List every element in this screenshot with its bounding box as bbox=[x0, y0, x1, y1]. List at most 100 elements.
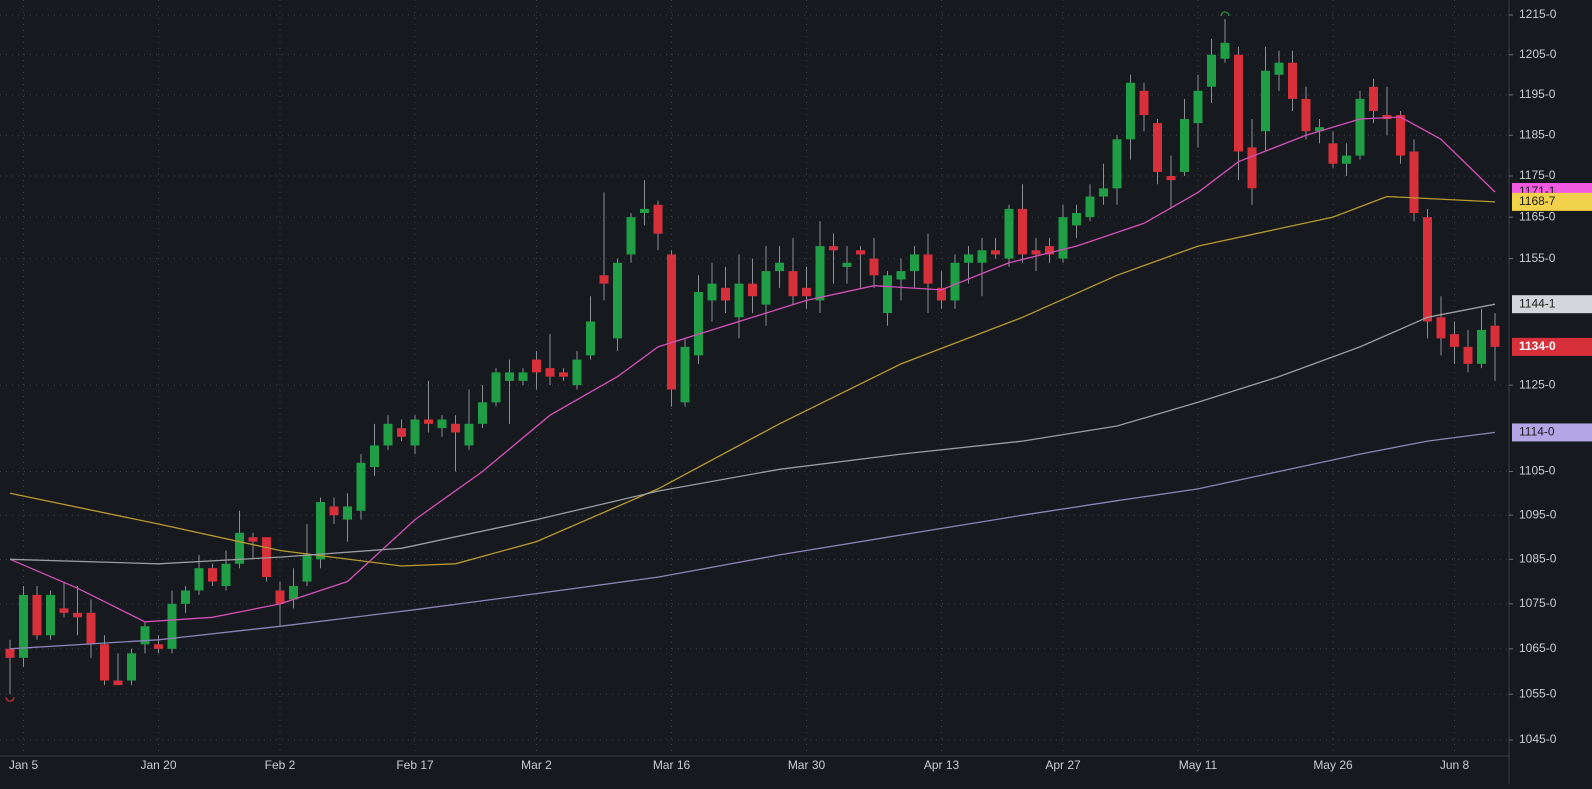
x-tick-label: May 26 bbox=[1313, 758, 1353, 772]
high-marker bbox=[1220, 11, 1230, 17]
candle-body bbox=[829, 246, 838, 251]
candle-body bbox=[451, 423, 460, 433]
candle-body bbox=[802, 287, 811, 297]
candle-body bbox=[694, 292, 703, 356]
candle-body bbox=[640, 208, 649, 214]
candle-body bbox=[950, 262, 960, 301]
x-tick-label: Mar 2 bbox=[521, 758, 552, 772]
x-tick-label: May 11 bbox=[1179, 758, 1218, 772]
candle-body bbox=[248, 537, 258, 542]
candle-body bbox=[1436, 317, 1446, 339]
candle-body bbox=[1261, 70, 1270, 132]
candle-body bbox=[1301, 98, 1311, 132]
candle-body bbox=[5, 648, 15, 658]
y-tick-label: 1215-0 bbox=[1519, 7, 1557, 21]
candle-body bbox=[275, 590, 285, 604]
y-tick-label: 1175-0 bbox=[1519, 168, 1556, 182]
price-label-box bbox=[1512, 337, 1592, 356]
candle-body bbox=[1409, 151, 1419, 214]
y-tick-label: 1055-0 bbox=[1519, 686, 1557, 700]
candle-body bbox=[613, 262, 622, 339]
moving-average-line bbox=[9, 303, 1496, 565]
candle-body bbox=[73, 612, 82, 618]
candle-body bbox=[815, 246, 825, 301]
candle-body bbox=[532, 359, 541, 373]
candle-body bbox=[491, 372, 501, 403]
candle-body bbox=[1220, 42, 1230, 59]
candle-body bbox=[235, 532, 244, 564]
candle-body bbox=[869, 258, 879, 276]
candle-body bbox=[1463, 346, 1473, 364]
candle-body bbox=[1450, 334, 1459, 347]
candle-body bbox=[194, 568, 204, 591]
moving-average-line bbox=[9, 195, 1496, 567]
candle-body bbox=[316, 502, 325, 560]
candle-body bbox=[721, 287, 730, 301]
candle-body bbox=[1018, 208, 1027, 255]
candle-body bbox=[1207, 54, 1216, 87]
candle-body bbox=[1058, 217, 1068, 259]
moving-average-line bbox=[9, 116, 1496, 623]
candle-body bbox=[410, 419, 420, 446]
end-label-box bbox=[1512, 192, 1592, 211]
x-tick-label: Feb 17 bbox=[396, 758, 434, 772]
candle-body bbox=[1031, 250, 1041, 255]
candle-body bbox=[1085, 196, 1095, 218]
candle-body bbox=[761, 271, 771, 305]
end-label-box bbox=[1512, 423, 1592, 442]
candle-body bbox=[1112, 139, 1122, 189]
candle-body bbox=[208, 568, 217, 582]
candle-body bbox=[1126, 82, 1135, 140]
candle-body bbox=[478, 402, 487, 424]
candle-body bbox=[1166, 176, 1176, 181]
y-tick-label: 1205-0 bbox=[1519, 47, 1557, 61]
candle-body bbox=[775, 262, 784, 272]
candle-body bbox=[748, 283, 757, 297]
candle-body bbox=[1423, 217, 1432, 322]
x-tick-label: Jun 8 bbox=[1440, 758, 1470, 772]
candle-body bbox=[221, 563, 231, 586]
y-tick-label: 1165-0 bbox=[1519, 209, 1556, 223]
end-label: 1168-7 bbox=[1519, 194, 1556, 208]
candle-body bbox=[464, 423, 474, 446]
candle-body bbox=[1139, 90, 1149, 116]
candle-body bbox=[86, 612, 96, 645]
candle-body bbox=[19, 594, 28, 658]
candle-body bbox=[1004, 208, 1014, 259]
end-label: 1114-0 bbox=[1519, 425, 1555, 439]
candle-body bbox=[46, 594, 55, 636]
y-tick-label: 1085-0 bbox=[1519, 551, 1557, 565]
candle-body bbox=[1355, 98, 1365, 156]
y-tick-label: 1095-0 bbox=[1519, 507, 1557, 521]
y-tick-label: 1195-0 bbox=[1519, 87, 1556, 101]
candle-body bbox=[1274, 62, 1284, 75]
candle-body bbox=[356, 462, 366, 511]
candle-body bbox=[59, 608, 69, 613]
candle-body bbox=[140, 626, 150, 645]
y-tick-label: 1045-0 bbox=[1519, 732, 1557, 746]
x-tick-label: Apr 13 bbox=[924, 758, 960, 772]
candle-body bbox=[424, 419, 433, 424]
candle-body bbox=[1193, 90, 1203, 124]
candle-body bbox=[964, 254, 973, 263]
y-tick-label: 1125-0 bbox=[1519, 377, 1556, 391]
candle-body bbox=[370, 445, 379, 468]
candle-body bbox=[1369, 86, 1378, 111]
y-tick-label: 1105-0 bbox=[1519, 464, 1556, 478]
candle-body bbox=[1072, 213, 1081, 226]
candle-body bbox=[1045, 246, 1054, 255]
candle-body bbox=[329, 506, 339, 516]
candle-body bbox=[599, 275, 609, 284]
x-tick-label: Jan 5 bbox=[9, 758, 39, 772]
candle-body bbox=[289, 585, 298, 600]
candle-body bbox=[1247, 147, 1257, 189]
candle-body bbox=[1234, 54, 1243, 152]
candle-body bbox=[181, 590, 190, 604]
candle-body bbox=[343, 506, 352, 520]
candle-body bbox=[1180, 119, 1189, 172]
candle-body bbox=[883, 275, 892, 314]
candle-body bbox=[1342, 155, 1351, 164]
candle-body bbox=[842, 262, 852, 267]
